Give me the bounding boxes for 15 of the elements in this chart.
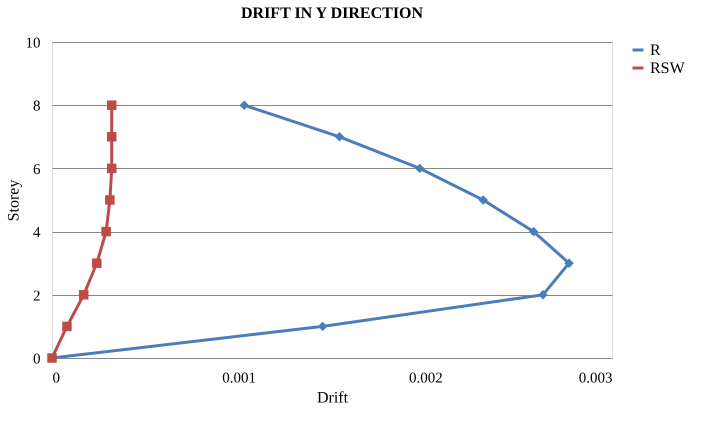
- x-tick-label: 0.003: [578, 370, 612, 386]
- x-tick-label: 0.002: [408, 370, 443, 386]
- y-tick-label: 2: [33, 288, 40, 304]
- legend-label: RSW: [650, 60, 686, 77]
- y-tick-label: 6: [33, 162, 41, 178]
- y-tick-label: 8: [33, 98, 40, 115]
- y-tick-label: 10: [26, 36, 40, 52]
- x-tick-label: 0.001: [222, 370, 256, 386]
- y-axis-title: Storey: [6, 180, 22, 222]
- y-tick-label: 0: [33, 352, 40, 368]
- x-tick-label: 0: [52, 370, 60, 386]
- legend-label: R: [650, 42, 661, 59]
- chart-title: DRIFT IN Y DIRECTION: [240, 5, 424, 22]
- x-axis-title: Drift: [316, 390, 349, 406]
- y-tick-label: 4: [33, 225, 41, 242]
